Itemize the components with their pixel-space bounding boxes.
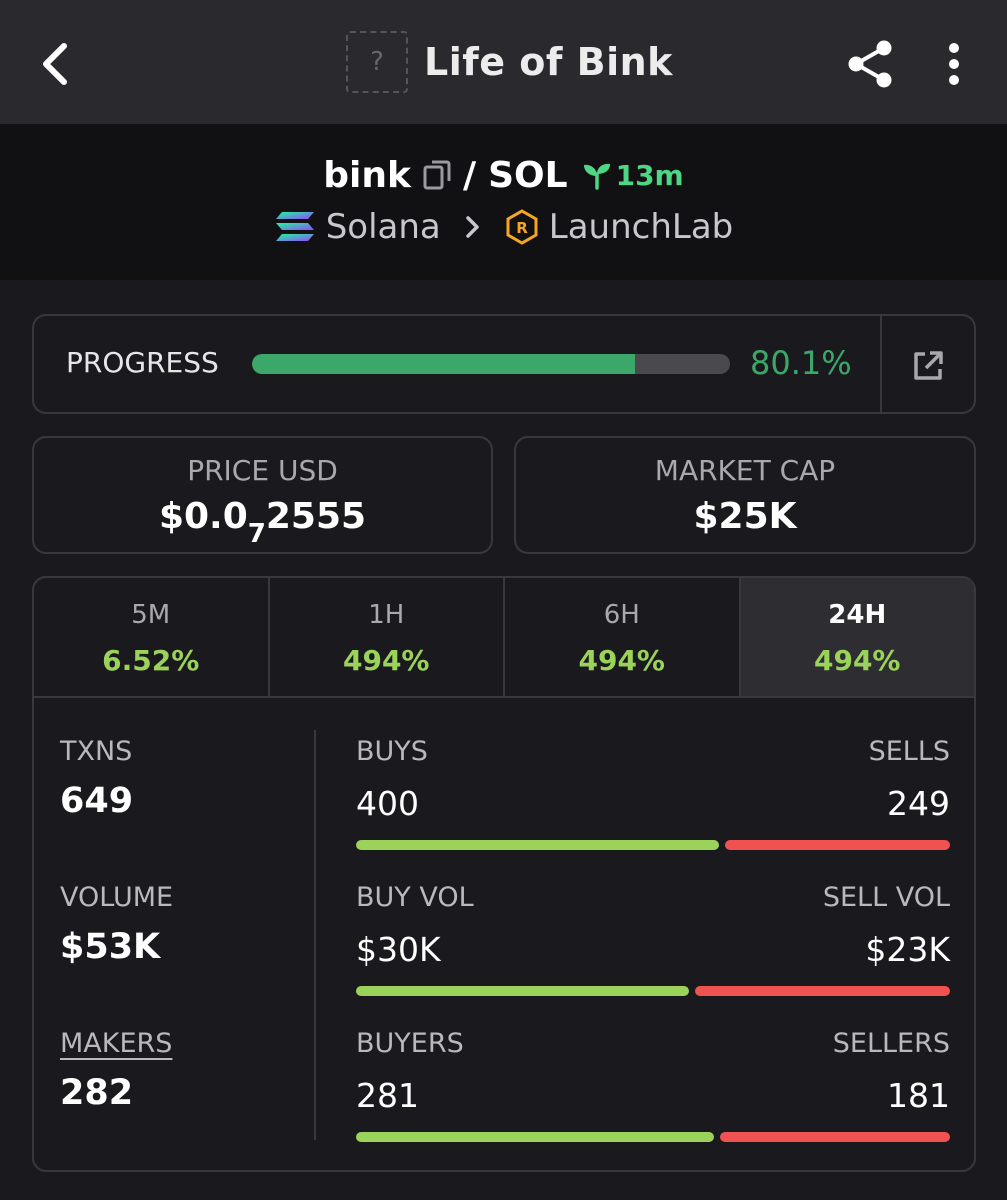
sell-volume-value: $23K [865, 930, 950, 969]
timeframe-tabs: 5M 6.52% 1H 494% 6H 494% 24H 494% [34, 578, 974, 698]
tab-price-change: 494% [342, 644, 430, 677]
open-external-button[interactable] [904, 342, 952, 390]
sell-segment [720, 1132, 950, 1142]
buys-sells-bar [356, 840, 950, 850]
price-label: PRICE USD [187, 454, 338, 487]
pair-separator: / [462, 154, 477, 196]
pair-age: 13m [582, 159, 684, 192]
txns-value: 649 [60, 781, 134, 821]
share-button[interactable] [842, 36, 898, 92]
buy-segment [356, 840, 719, 850]
chevron-right-icon [465, 215, 481, 239]
sells-value: 249 [887, 784, 950, 823]
sellers-value: 181 [887, 1076, 950, 1115]
stats-divider [314, 730, 316, 1140]
buys-label: BUYS [356, 736, 428, 767]
market-cap-value: $25K [693, 496, 797, 537]
tab-label: 5M [131, 600, 171, 630]
external-link-icon [914, 351, 943, 380]
tab-6h[interactable]: 6H 494% [505, 578, 741, 696]
progress-divider [880, 316, 882, 412]
volume-stat: VOLUME $53K [60, 882, 173, 967]
tab-label: 1H [368, 600, 405, 630]
chain-name[interactable]: Solana [325, 207, 441, 247]
buy-volume-value: $30K [356, 930, 441, 969]
progress-value: 80.1% [750, 344, 852, 382]
pair-header: bink / SOL 13m [0, 124, 1007, 280]
makers-value: 282 [60, 1073, 134, 1113]
price-zero-count: 7 [247, 519, 266, 550]
quote-token-symbol: SOL [488, 154, 568, 196]
pair-row: bink / SOL 13m [0, 150, 1007, 200]
more-options-button[interactable] [930, 36, 978, 92]
buy-sell-volume-bar [356, 986, 950, 996]
tab-24h[interactable]: 24H 494% [740, 578, 974, 696]
buys-sells-row: BUYS SELLS 400 249 [356, 736, 950, 856]
price-digits: 2555 [265, 496, 367, 537]
txns-stat: TXNS 649 [60, 736, 133, 821]
price-usd-card: PRICE USD $0.072555 [32, 436, 493, 554]
title-group: ? Life of Bink [346, 30, 673, 94]
buy-volume-label: BUY VOL [356, 882, 474, 913]
progress-bar [252, 354, 730, 374]
progress-bar-fill [252, 354, 635, 374]
price-prefix: $0.0 [158, 496, 248, 537]
tab-price-change: 494% [813, 644, 901, 677]
sell-volume-label: SELL VOL [822, 882, 950, 913]
buy-segment [356, 986, 689, 996]
chain-breadcrumb: Solana R LaunchLab [0, 202, 1007, 252]
question-mark-icon: ? [370, 47, 384, 77]
page-title: Life of Bink [424, 40, 673, 84]
chevron-left-icon [43, 43, 67, 85]
sells-label: SELLS [868, 736, 950, 767]
svg-text:R: R [516, 219, 528, 237]
tab-price-change: 494% [578, 644, 665, 677]
back-button[interactable] [30, 36, 78, 92]
tab-price-change: 6.52% [102, 644, 200, 677]
copy-icon [423, 160, 451, 190]
progress-label: PROGRESS [66, 346, 219, 379]
buyers-sellers-row: BUYERS SELLERS 281 181 [356, 1028, 950, 1148]
market-cap-card: MARKET CAP $25K [514, 436, 976, 554]
price-value: $0.072555 [34, 496, 491, 549]
makers-stat: MAKERS 282 [60, 1028, 172, 1113]
base-token-symbol: bink [323, 154, 411, 196]
volume-value: $53K [60, 927, 161, 967]
sell-segment [725, 840, 950, 850]
top-bar: ? Life of Bink [0, 0, 1007, 124]
tab-label: 6H [603, 600, 640, 630]
buys-value: 400 [356, 784, 419, 823]
buyers-value: 281 [356, 1076, 419, 1115]
volume-label: VOLUME [60, 882, 174, 913]
dex-name[interactable]: LaunchLab [548, 207, 734, 247]
txns-label: TXNS [60, 736, 133, 767]
tab-label: 24H [828, 600, 887, 630]
vertical-dots-icon [949, 43, 959, 85]
solana-icon [274, 210, 316, 244]
sellers-label: SELLERS [832, 1028, 950, 1059]
bonding-progress-card: PROGRESS 80.1% [32, 314, 976, 414]
buyers-label: BUYERS [356, 1028, 464, 1059]
launchlab-icon: R [505, 209, 539, 245]
makers-label[interactable]: MAKERS [60, 1028, 173, 1059]
sprout-icon [583, 163, 610, 190]
share-icon [848, 40, 892, 88]
market-cap-label: MARKET CAP [654, 454, 836, 487]
tab-5m[interactable]: 5M 6.52% [34, 578, 270, 696]
pair-age-text: 13m [615, 158, 684, 192]
copy-address-button[interactable] [423, 159, 451, 191]
trading-stats-panel: 5M 6.52% 1H 494% 6H 494% 24H 494% TXNS 6… [32, 576, 976, 1172]
token-logo-placeholder: ? [346, 31, 408, 93]
sell-segment [695, 986, 950, 996]
buyers-sellers-bar [356, 1132, 950, 1142]
tab-1h[interactable]: 1H 494% [270, 578, 505, 696]
buy-segment [356, 1132, 714, 1142]
buy-sell-volume-row: BUY VOL SELL VOL $30K $23K [356, 882, 950, 1002]
